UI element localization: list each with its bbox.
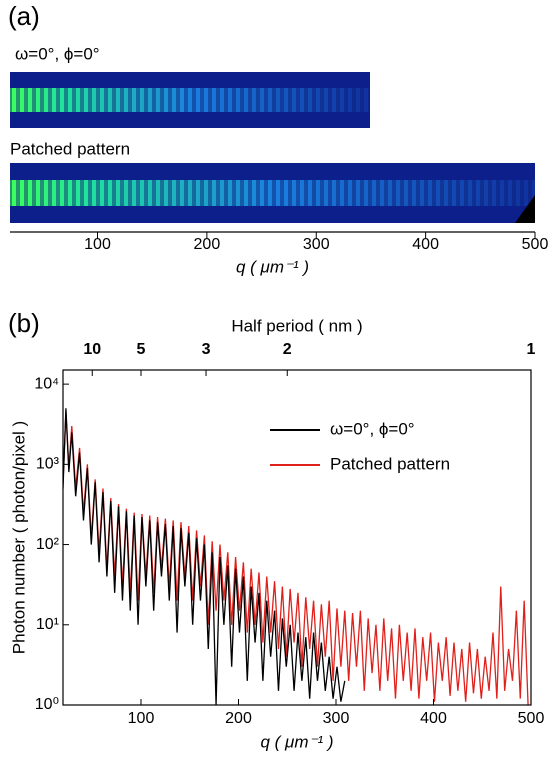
panel-label: (a) bbox=[8, 1, 40, 31]
plot-frame bbox=[62, 369, 532, 706]
y-tick-label: 10² bbox=[36, 536, 60, 553]
strip-label: Patched pattern bbox=[10, 139, 130, 158]
x-tick-label: 500 bbox=[522, 236, 549, 253]
x2-tick-label: 5 bbox=[137, 341, 146, 358]
y-tick-label: 10⁰ bbox=[35, 696, 59, 713]
legend-label: Patched pattern bbox=[330, 454, 450, 473]
detector-image-1 bbox=[10, 72, 370, 128]
panel-label: (b) bbox=[8, 308, 40, 338]
y-tick-label: 10⁴ bbox=[34, 375, 59, 392]
detector-image-2 bbox=[10, 163, 535, 223]
x-tick-label: 200 bbox=[225, 710, 252, 727]
x-tick-label: 300 bbox=[323, 710, 350, 727]
x-tick-label: 500 bbox=[518, 710, 545, 727]
y-tick-label: 10¹ bbox=[36, 616, 59, 633]
y-axis-label: Photon number ( photon/pixel ) bbox=[9, 421, 28, 654]
series-line bbox=[63, 411, 529, 705]
x2-axis-label: Half period ( nm ) bbox=[231, 316, 362, 335]
x-tick-label: 400 bbox=[412, 236, 439, 253]
x2-tick-label: 2 bbox=[283, 341, 292, 358]
legend-label: ω=0°, ϕ=0° bbox=[330, 419, 415, 438]
x-axis-label: q ( μm⁻¹ ) bbox=[260, 732, 333, 751]
x-tick-label: 300 bbox=[303, 236, 330, 253]
x2-tick-label: 10 bbox=[83, 341, 101, 358]
x2-tick-label: 1 bbox=[527, 341, 536, 358]
x-tick-label: 400 bbox=[420, 710, 447, 727]
series-line bbox=[63, 408, 346, 705]
y-tick-label: 10³ bbox=[36, 456, 60, 473]
x-tick-label: 100 bbox=[128, 710, 155, 727]
x-axis-label: q ( μm⁻¹ ) bbox=[236, 257, 309, 276]
strip-label: ω=0°, ϕ=0° bbox=[15, 44, 100, 63]
x-tick-label: 200 bbox=[194, 236, 221, 253]
x-tick-label: 100 bbox=[84, 236, 111, 253]
x2-tick-label: 3 bbox=[202, 341, 211, 358]
